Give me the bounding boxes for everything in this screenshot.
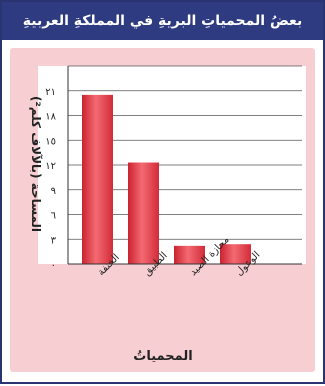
bar xyxy=(128,162,159,264)
y-tick-labels: ٠ ٣ ٦ ٩ ١٢ ١٥ ١٨ ٢١ xyxy=(45,87,56,271)
y-tick-label: ١٥ xyxy=(45,136,56,147)
y-tick-label: ٦ xyxy=(51,211,56,222)
bars xyxy=(82,94,251,264)
y-axis-label: المساحة (بالآلاف كلم²) xyxy=(29,96,43,232)
y-tick-label: ١٨ xyxy=(45,112,56,123)
x-axis-label: المحمياتُ xyxy=(133,349,192,364)
y-tick-label: ٠ xyxy=(51,260,56,271)
y-tick-label: ٣ xyxy=(51,235,57,246)
bar xyxy=(82,94,113,264)
y-tick-label: ٩ xyxy=(51,186,56,197)
y-tick-label: ٢١ xyxy=(45,87,56,98)
y-tick-label: ١٢ xyxy=(45,161,56,172)
bar xyxy=(174,245,205,264)
bar xyxy=(220,244,251,264)
